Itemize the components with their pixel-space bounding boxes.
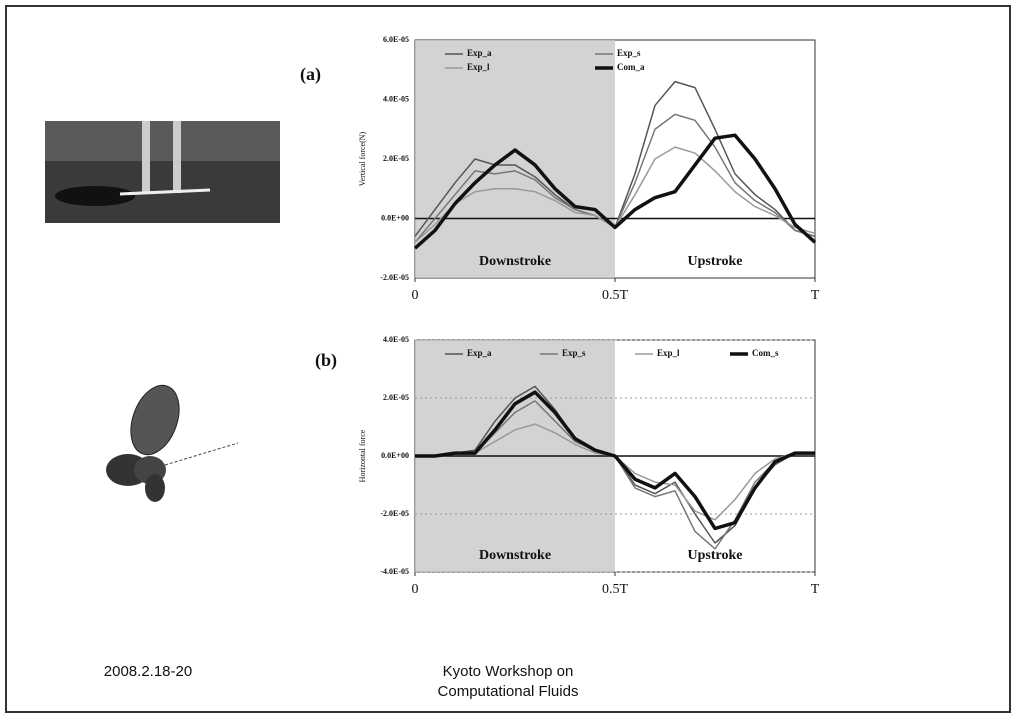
x-tick-label: 0.5T [602, 582, 629, 597]
x-tick-label: 0.5T [602, 288, 629, 303]
panel-label: (a) [300, 64, 321, 85]
x-tick-label: T [811, 288, 820, 303]
stroke-annotation: Downstroke [479, 254, 551, 269]
footer-event: Kyoto Workshop on [443, 663, 574, 680]
legend-label: Com_a [617, 62, 645, 72]
series-line [413, 133, 817, 250]
legend-label: Exp_a [467, 48, 492, 58]
y-tick-label: 4.0E-05 [383, 335, 409, 344]
legend-label: Com_s [752, 348, 779, 358]
y-tick-label: -2.0E-05 [380, 509, 409, 518]
legend-label: Exp_s [617, 48, 641, 58]
y-tick-label: 0.0E+00 [381, 451, 409, 460]
y-tick-label: 2.0E-05 [383, 393, 409, 402]
y-axis-label: Horizontal force [358, 429, 367, 482]
stroke-annotation: Upstroke [688, 254, 743, 269]
x-tick-label: T [811, 582, 820, 597]
y-tick-label: -2.0E-05 [380, 273, 409, 282]
y-tick-label: 4.0E-05 [383, 94, 409, 103]
series-line [415, 390, 815, 531]
panel-label: (b) [315, 350, 337, 371]
x-tick-label: 0 [412, 582, 419, 597]
fly-model [106, 384, 239, 502]
footer-date: 2008.2.18-20 [104, 663, 192, 680]
legend-label: Exp_a [467, 348, 492, 358]
legend-label: Exp_l [657, 348, 680, 358]
downstroke-shade [415, 40, 615, 278]
legend-label: Exp_l [467, 62, 490, 72]
y-tick-label: 0.0E+00 [381, 213, 409, 222]
y-tick-label: 6.0E-05 [383, 35, 409, 44]
stroke-annotation: Downstroke [479, 548, 551, 563]
y-axis-label: Vertical force(N) [358, 131, 367, 186]
x-tick-label: 0 [412, 288, 419, 303]
footer-event: Computational Fluids [438, 683, 579, 700]
y-tick-label: -4.0E-05 [380, 567, 409, 576]
photo [45, 121, 280, 223]
legend-label: Exp_s [562, 348, 586, 358]
y-tick-label: 2.0E-05 [383, 154, 409, 163]
stroke-annotation: Upstroke [688, 548, 743, 563]
